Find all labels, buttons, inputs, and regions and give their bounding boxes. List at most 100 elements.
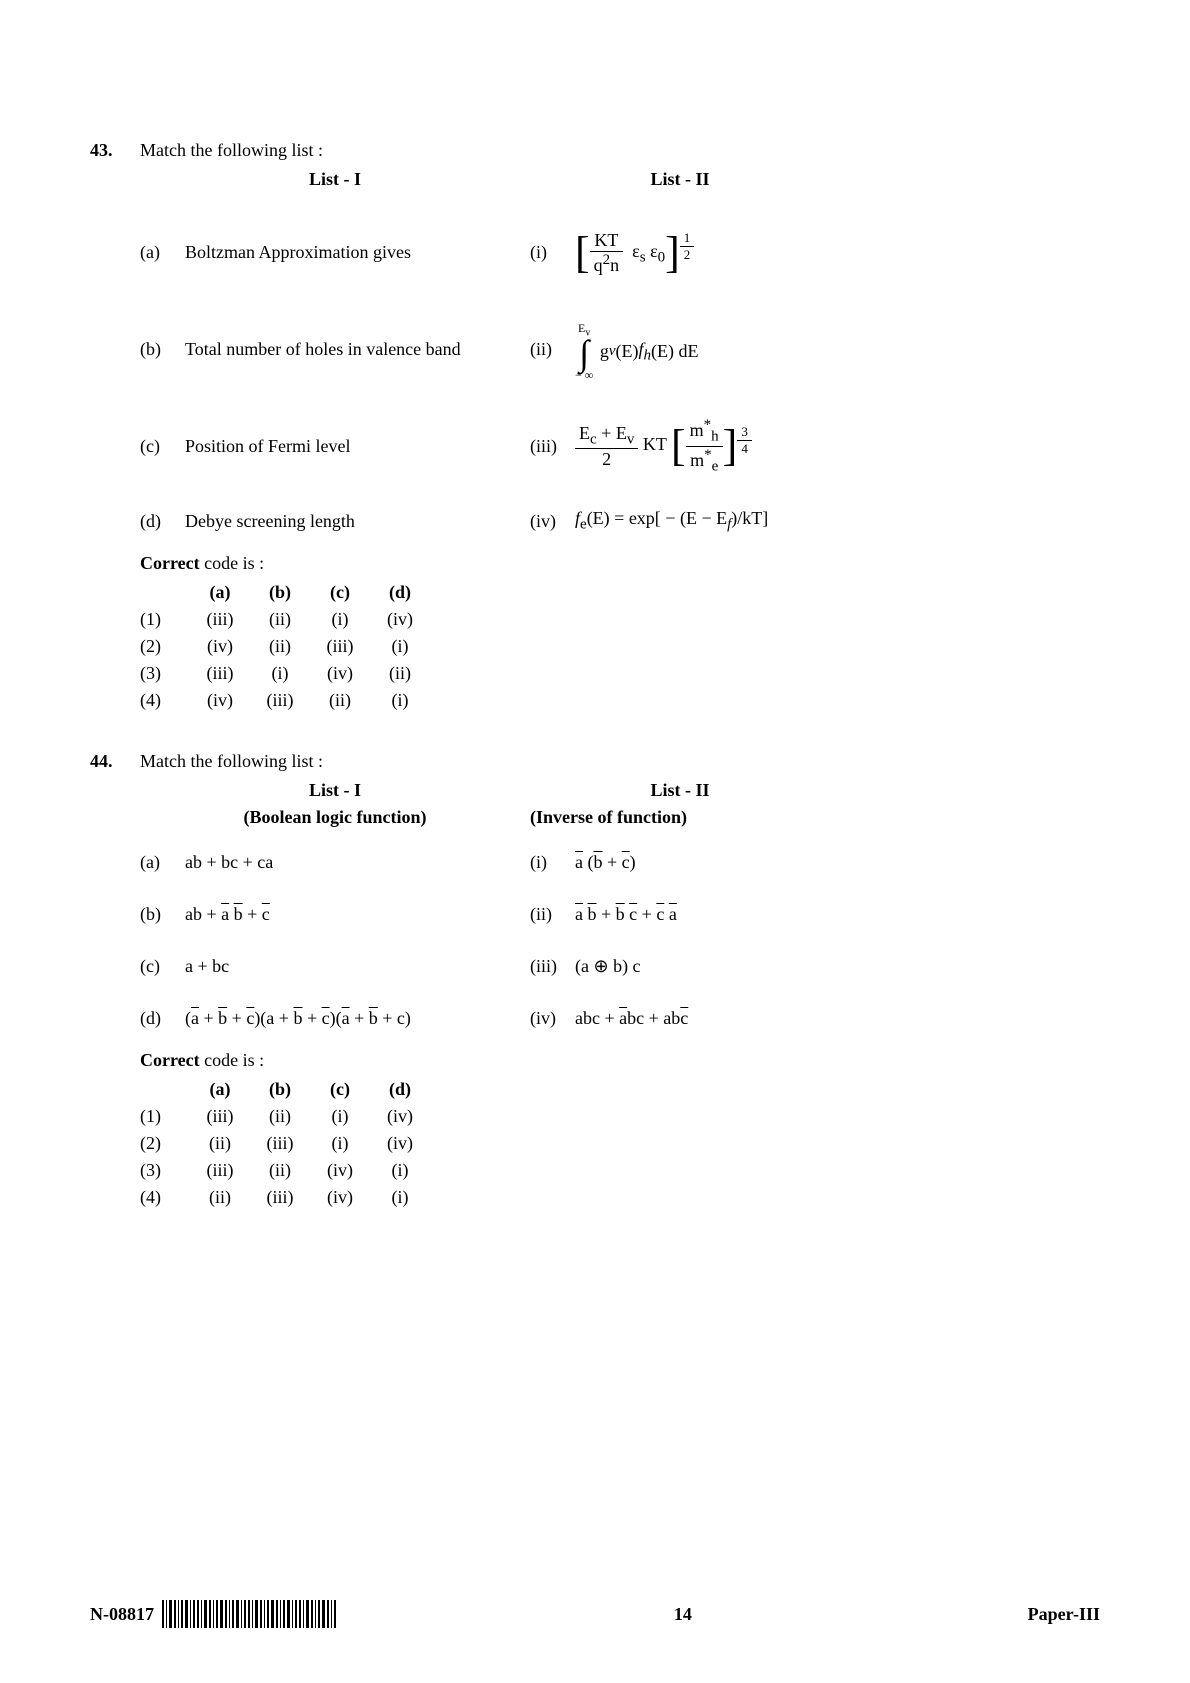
code-header: (c) <box>310 1079 370 1100</box>
left-label: (a) <box>140 242 185 263</box>
code-row: (3) (iii) (i) (iv) (ii) <box>140 663 1100 684</box>
code-row-label: (1) <box>140 1106 190 1127</box>
paper-code: N-08817 <box>90 1604 154 1625</box>
code-cell: (iii) <box>250 1187 310 1208</box>
match-row: (d) (a + b + c)(a + b + c)(a + b + c) (i… <box>140 998 1100 1038</box>
code-row: (1) (iii) (ii) (i) (iv) <box>140 609 1100 630</box>
code-cell: (ii) <box>310 690 370 711</box>
list-subtitles: (Boolean logic function) (Inverse of fun… <box>140 807 1100 828</box>
code-cell: (ii) <box>370 663 430 684</box>
left-label: (d) <box>140 511 185 532</box>
left-label: (d) <box>140 1008 185 1029</box>
code-cell: (iv) <box>370 1106 430 1127</box>
match-row: (b) Total number of holes in valence ban… <box>140 307 1100 392</box>
left-text: Boltzman Approximation gives <box>185 242 530 263</box>
left-text: Total number of holes in valence band <box>185 339 530 360</box>
formula-44-c: a + bc <box>185 956 530 977</box>
code-header-row: (a) (b) (c) (d) <box>140 1079 1100 1100</box>
code-cell: (ii) <box>190 1133 250 1154</box>
code-cell: (iii) <box>190 1160 250 1181</box>
match-row: (a) ab + bc + ca (i) a (b + c) <box>140 842 1100 882</box>
formula-44-a: ab + bc + ca <box>185 852 530 873</box>
question-number: 43. <box>90 140 140 161</box>
code-cell: (i) <box>370 690 430 711</box>
right-label: (iii) <box>530 956 575 977</box>
code-cell: (iv) <box>190 636 250 657</box>
list-i-header: List - I <box>140 169 530 190</box>
code-row-label: (1) <box>140 609 190 630</box>
code-row: (2) (ii) (iii) (i) (iv) <box>140 1133 1100 1154</box>
match-row: (c) Position of Fermi level (iii) Ec + E… <box>140 404 1100 489</box>
code-header: (d) <box>370 1079 430 1100</box>
code-row: (1) (iii) (ii) (i) (iv) <box>140 1106 1100 1127</box>
code-row-label: (4) <box>140 690 190 711</box>
formula-44-iii: (a ⊕ b) c <box>575 956 1100 977</box>
question-number: 44. <box>90 751 140 772</box>
code-header: (b) <box>250 582 310 603</box>
list-ii-header: List - II <box>530 169 830 190</box>
page-footer: N-08817 14 Paper-III <box>0 1600 1190 1628</box>
empty-cell <box>140 1079 190 1100</box>
code-cell: (i) <box>370 636 430 657</box>
code-row: (2) (iv) (ii) (iii) (i) <box>140 636 1100 657</box>
code-row-label: (3) <box>140 663 190 684</box>
code-row: (4) (iv) (iii) (ii) (i) <box>140 690 1100 711</box>
list-i-subtitle: (Boolean logic function) <box>140 807 530 828</box>
formula-43-iii: Ec + Ev2 KT [m*hm*e]34 <box>575 417 1100 475</box>
code-cell: (iv) <box>310 1187 370 1208</box>
left-label: (c) <box>140 436 185 457</box>
code-row: (3) (iii) (ii) (iv) (i) <box>140 1160 1100 1181</box>
code-row-label: (2) <box>140 636 190 657</box>
code-row: (4) (ii) (iii) (iv) (i) <box>140 1187 1100 1208</box>
page-number: 14 <box>674 1604 692 1625</box>
left-label: (b) <box>140 904 185 925</box>
formula-44-iv: abc + abc + abc <box>575 1008 1100 1029</box>
code-cell: (ii) <box>250 609 310 630</box>
code-cell: (iii) <box>250 1133 310 1154</box>
formula-44-i: a (b + c) <box>575 852 1100 873</box>
code-header: (c) <box>310 582 370 603</box>
formula-44-b: ab + a b + c <box>185 904 530 925</box>
code-cell: (i) <box>370 1160 430 1181</box>
paper-label: Paper-III <box>1028 1604 1100 1625</box>
right-label: (iv) <box>530 1008 575 1029</box>
code-header: (a) <box>190 582 250 603</box>
match-row: (c) a + bc (iii) (a ⊕ b) c <box>140 946 1100 986</box>
code-cell: (iv) <box>310 1160 370 1181</box>
formula-44-d: (a + b + c)(a + b + c)(a + b + c) <box>185 1008 530 1029</box>
code-cell: (iv) <box>190 690 250 711</box>
right-label: (i) <box>530 242 575 263</box>
left-text: Debye screening length <box>185 511 530 532</box>
list-headers: List - I List - II <box>140 780 1100 801</box>
correct-code-label: Correct code is : <box>140 1050 1100 1071</box>
formula-43-ii: Ev∫− ∞ gv(E)fh(E) dE <box>575 316 1100 383</box>
code-cell: (iii) <box>190 663 250 684</box>
code-cell: (ii) <box>250 1160 310 1181</box>
barcode-icon <box>162 1600 338 1628</box>
code-header: (b) <box>250 1079 310 1100</box>
code-cell: (i) <box>250 663 310 684</box>
code-table-43: (a) (b) (c) (d) (1) (iii) (ii) (i) (iv) … <box>140 582 1100 711</box>
formula-43-iv: fe(E) = exp[ − (E − Ef)/kT] <box>575 508 1100 534</box>
left-label: (c) <box>140 956 185 977</box>
match-row: (b) ab + a b + c (ii) a b + b c + c a <box>140 894 1100 934</box>
code-table-44: (a) (b) (c) (d) (1) (iii) (ii) (i) (iv) … <box>140 1079 1100 1208</box>
code-cell: (iv) <box>370 609 430 630</box>
question-44: 44. Match the following list : List - I … <box>90 751 1100 1208</box>
question-43-header: 43. Match the following list : <box>90 140 1100 161</box>
match-row: (d) Debye screening length (iv) fe(E) = … <box>140 501 1100 541</box>
question-stem: Match the following list : <box>140 140 1100 161</box>
code-cell: (ii) <box>250 1106 310 1127</box>
code-row-label: (3) <box>140 1160 190 1181</box>
code-cell: (iii) <box>250 690 310 711</box>
list-ii-subtitle: (Inverse of function) <box>530 807 830 828</box>
code-cell: (iii) <box>190 1106 250 1127</box>
footer-left: N-08817 <box>90 1600 338 1628</box>
left-label: (a) <box>140 852 185 873</box>
code-header: (d) <box>370 582 430 603</box>
code-row-label: (4) <box>140 1187 190 1208</box>
list-i-header: List - I <box>140 780 530 801</box>
empty-cell <box>140 582 190 603</box>
right-label: (i) <box>530 852 575 873</box>
code-cell: (ii) <box>190 1187 250 1208</box>
